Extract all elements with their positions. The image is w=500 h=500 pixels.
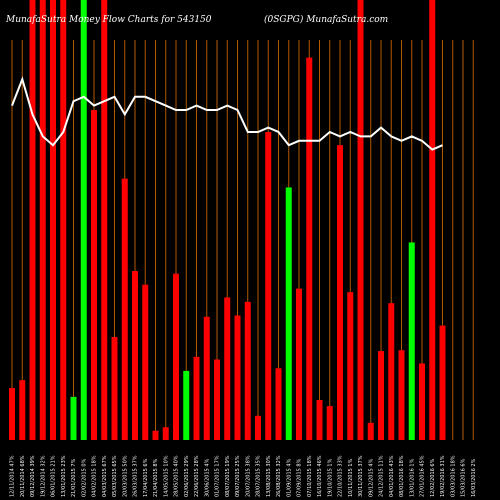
bar: [214, 359, 220, 440]
bar: [60, 0, 67, 440]
x-tick-label: 28/05/2015 40%: [174, 455, 180, 497]
bar: [19, 380, 26, 440]
x-tick-label: 06/01/2015 21%: [51, 455, 57, 497]
x-axis-labels: 12/11/2014 47% 20/11/2014 68% 09/12/2014 3…: [10, 455, 477, 497]
bar: [91, 110, 97, 440]
x-tick-label: 10/11/2015 1%: [348, 458, 354, 497]
x-tick-label: 17/04/2015 6%: [143, 458, 149, 497]
bar: [337, 145, 343, 440]
x-tick-label: 27/01/2016 45%: [420, 455, 426, 497]
x-tick-label: 24/12/2015 11%: [379, 455, 385, 497]
x-tick-label: 21/04/2015 8%: [153, 458, 159, 497]
x-tick-label: 20/11/2014 68%: [20, 455, 26, 497]
bar: [80, 0, 87, 440]
bar: [275, 368, 282, 440]
bar: [378, 351, 384, 440]
x-tick-label: 07/10/2015 18%: [307, 455, 313, 497]
x-tick-label: 26/03/2015 37%: [133, 455, 139, 497]
bar: [152, 430, 159, 440]
bar: [429, 0, 436, 440]
x-tick-label: 26/08/2015 32%: [276, 455, 282, 497]
bar: [142, 284, 149, 440]
bar: [111, 337, 118, 440]
bar: [244, 301, 251, 440]
x-tick-label: 22/06/2015 28%: [194, 455, 200, 497]
x-tick-label: 13/01/2015 23%: [61, 455, 67, 497]
chart-subtitle: (0SGPG) MunafaSutra.com: [264, 14, 388, 25]
bar: [29, 0, 36, 440]
x-tick-label: 05/03/2015 65%: [112, 455, 118, 497]
bar: [234, 315, 241, 440]
x-tick-label: 08/01/2016 18%: [399, 455, 405, 497]
x-tick-label: 12/02/2016 6%: [430, 458, 436, 497]
bar: [9, 388, 15, 440]
bar: [326, 406, 333, 440]
bar: [50, 0, 56, 440]
bar: [296, 288, 302, 440]
bar: [39, 0, 46, 440]
bar: [316, 399, 323, 440]
bar: [183, 370, 190, 440]
x-tick-label: 09/12/2015 4%: [368, 458, 374, 497]
x-tick-label: 09/07/2015 25%: [235, 455, 241, 497]
x-tick-label: 09/12/2014 39%: [30, 455, 36, 497]
x-tick-label: 13/08/2015 30%: [266, 455, 272, 497]
bar: [439, 325, 446, 440]
bar: [203, 316, 210, 440]
bar: [347, 292, 354, 440]
flow-line: [11, 76, 443, 151]
chart-title: MunafaSutra Money Flow Charts for 543150: [5, 15, 212, 25]
bar: [193, 356, 200, 440]
x-tick-label: 13/01/2016 1%: [409, 458, 415, 497]
x-tick-label: 21/01/2015 7%: [71, 458, 77, 497]
x-tick-label: 08/07/2015 19%: [225, 455, 231, 497]
bar: [162, 427, 169, 440]
bar: [265, 132, 272, 440]
bar: [70, 396, 77, 440]
x-tick-label: 19/10/2015 1%: [327, 458, 333, 497]
bar: [101, 0, 108, 440]
x-tick-label: 19/12/2014 32%: [40, 455, 46, 497]
x-tick-label: 02/02/2015 0%: [81, 458, 87, 497]
x-tick-label: 14/05/2015 10%: [163, 455, 169, 497]
bar: [285, 187, 292, 440]
x-tick-label: 20/03/2015 50%: [122, 455, 128, 497]
bar: [173, 273, 179, 440]
bar: [224, 297, 231, 440]
bar: [306, 57, 313, 440]
x-tick-label: 07/09/2015 8%: [297, 458, 303, 497]
x-tick-label: 30/11/2015 37%: [358, 455, 364, 497]
x-tick-label: 15/03/2016 6%: [461, 458, 467, 497]
x-tick-label: 02/06/2015 29%: [184, 455, 190, 497]
bars: [9, 0, 446, 440]
x-tick-label: 30/06/2015 4%: [204, 458, 210, 497]
bar: [408, 242, 415, 440]
x-tick-label: 04/01/2016 43%: [389, 455, 395, 497]
x-tick-label: 22/10/2015 33%: [338, 455, 344, 497]
bar: [388, 303, 395, 440]
x-tick-label: 12/11/2014 47%: [10, 455, 16, 497]
x-tick-label: 04/02/2015 18%: [92, 455, 98, 497]
bar: [367, 422, 374, 440]
x-tick-label: 16/10/2015 46%: [317, 455, 323, 497]
x-tick-label: 19/02/2016 31%: [440, 455, 446, 497]
bar: [357, 0, 364, 440]
x-tick-label: 04/03/2015 67%: [102, 455, 108, 497]
x-tick-label: 20/07/2015 38%: [245, 455, 251, 497]
bar: [132, 271, 138, 440]
x-tick-label: 01/09/2015 4%: [286, 458, 292, 497]
bar: [255, 415, 261, 440]
x-tick-label: 28/07/2015 35%: [256, 455, 262, 497]
bar: [121, 178, 128, 440]
x-tick-label: 01/07/2015 17%: [215, 455, 221, 497]
x-tick-label: 03/03/2016 18%: [450, 455, 456, 497]
bar: [398, 350, 405, 440]
bar: [419, 363, 425, 440]
x-tick-label: 16/03/2016 2%: [471, 458, 477, 497]
